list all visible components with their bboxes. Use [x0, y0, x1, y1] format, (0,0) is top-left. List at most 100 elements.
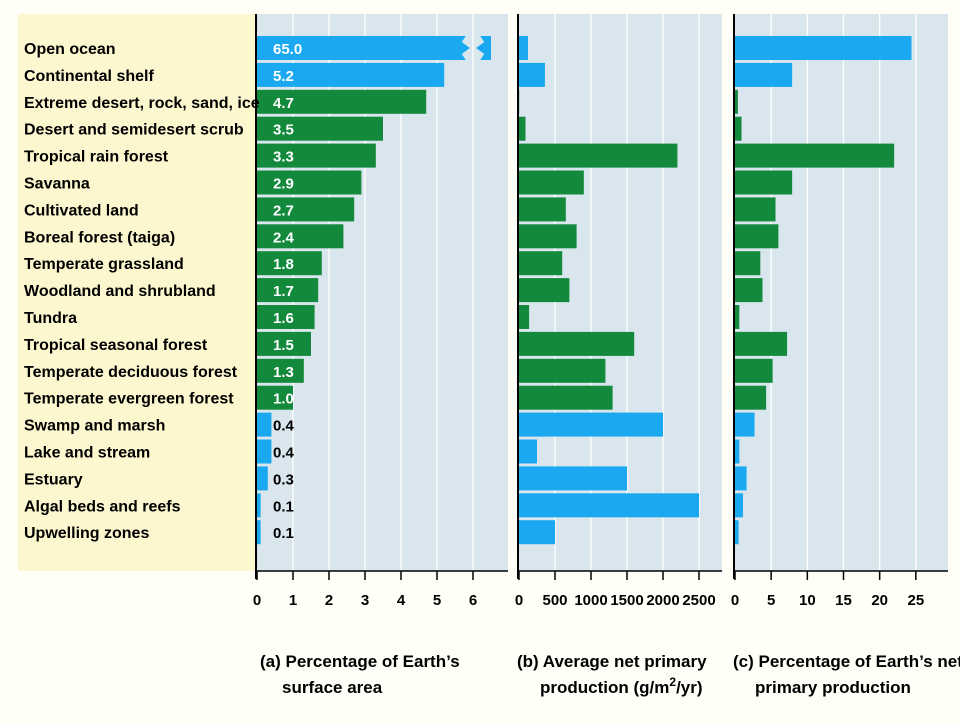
bar-18 [519, 520, 555, 544]
bar-16 [257, 466, 268, 490]
bar-15 [735, 440, 739, 464]
bar-7 [257, 224, 343, 248]
value-label-10: 1.6 [273, 310, 294, 327]
value-label-18: 0.1 [273, 525, 294, 542]
bar-9 [735, 278, 762, 302]
bar-7 [519, 224, 577, 248]
tick-label: 15 [835, 592, 852, 609]
tick-label: 5 [767, 592, 775, 609]
value-label-8: 1.8 [273, 256, 294, 273]
tick-label: 4 [397, 592, 406, 609]
bar-6 [257, 197, 354, 221]
value-label-6: 2.7 [273, 202, 294, 219]
bar-0 [735, 36, 911, 60]
tick-label: 2500 [682, 592, 715, 609]
category-label-7: Boreal forest (taiga) [24, 229, 175, 246]
bar-11 [519, 332, 634, 356]
category-label-0: Open ocean [24, 41, 116, 58]
tick-label: 6 [469, 592, 477, 609]
bar-10 [735, 305, 739, 329]
tick-label: 5 [433, 592, 441, 609]
category-label-13: Temperate evergreen forest [24, 391, 234, 408]
value-label-5: 2.9 [273, 176, 294, 193]
value-label-15: 0.4 [273, 445, 295, 462]
tick-label: 0 [731, 592, 739, 609]
bar-17 [519, 493, 699, 517]
category-label-10: Tundra [24, 310, 77, 327]
bar-18 [257, 520, 261, 544]
bar-12 [519, 359, 605, 383]
bar-1 [735, 63, 792, 87]
category-label-12: Temperate deciduous forest [24, 364, 238, 381]
panel-c-xlabel-line1: (c) Percentage of Earth’s net [733, 652, 960, 671]
tick-label: 1500 [610, 592, 643, 609]
bar-15 [257, 440, 271, 464]
panel-c-xlabel-line2: primary production [755, 678, 911, 697]
value-label-1: 5.2 [273, 68, 294, 85]
panel-b-xlabel-line1: (b) Average net primary [517, 652, 707, 671]
value-label-11: 1.5 [273, 337, 294, 354]
tick-label: 0 [253, 592, 261, 609]
tick-label: 2000 [646, 592, 679, 609]
category-label-6: Cultivated land [24, 202, 139, 219]
bar-5 [519, 171, 584, 195]
value-label-0: 65.0 [273, 41, 302, 58]
bar-7 [735, 224, 778, 248]
value-label-17: 0.1 [273, 498, 294, 515]
bar-4 [735, 144, 894, 168]
bar-4 [519, 144, 677, 168]
bar-14 [257, 413, 271, 437]
bar-3 [519, 117, 525, 141]
category-label-16: Estuary [24, 471, 83, 488]
bar-16 [519, 466, 627, 490]
category-label-3: Desert and semidesert scrub [24, 122, 244, 139]
value-label-12: 1.3 [273, 364, 294, 381]
tick-label: 1000 [574, 592, 607, 609]
bar-15 [519, 440, 537, 464]
bar-3 [735, 117, 742, 141]
value-label-13: 1.0 [273, 391, 294, 408]
bar-1 [519, 63, 545, 87]
category-label-9: Woodland and shrubland [24, 283, 216, 300]
tick-label: 500 [542, 592, 567, 609]
bar-0 [519, 36, 528, 60]
bar-8 [735, 251, 760, 275]
bar-17 [735, 493, 743, 517]
category-label-5: Savanna [24, 176, 90, 193]
bar-14 [519, 413, 663, 437]
bar-6 [735, 197, 776, 221]
tick-label: 0 [515, 592, 523, 609]
category-label-2: Extreme desert, rock, sand, ice [24, 95, 260, 112]
bar-14 [735, 413, 755, 437]
category-label-1: Continental shelf [24, 68, 154, 85]
tick-label: 1 [289, 592, 297, 609]
bar-2 [735, 90, 738, 114]
category-label-18: Upwelling zones [24, 525, 149, 542]
bar-10 [519, 305, 529, 329]
panel-a-xlabel-line1: (a) Percentage of Earth’s [260, 652, 460, 671]
bar-5 [735, 171, 792, 195]
panel-c: 0 5 10 15 20 25 [731, 14, 948, 609]
bar-13 [519, 386, 613, 410]
category-label-14: Swamp and marsh [24, 418, 165, 435]
bar-8 [519, 251, 562, 275]
tick-label: 25 [907, 592, 924, 609]
panel-a-xlabel-line2: surface area [282, 678, 383, 697]
value-label-2: 4.7 [273, 95, 294, 112]
bar-9 [519, 278, 569, 302]
tick-label: 20 [871, 592, 888, 609]
category-label-17: Algal beds and reefs [24, 498, 181, 515]
bar-11 [735, 332, 787, 356]
category-label-8: Temperate grassland [24, 256, 184, 273]
bar-6 [519, 197, 566, 221]
value-label-9: 1.7 [273, 283, 294, 300]
bar-13 [735, 386, 766, 410]
value-label-3: 3.5 [273, 122, 294, 139]
category-label-15: Lake and stream [24, 445, 150, 462]
tick-label: 10 [799, 592, 816, 609]
value-label-4: 3.3 [273, 149, 294, 166]
category-label-11: Tropical seasonal forest [24, 337, 208, 354]
